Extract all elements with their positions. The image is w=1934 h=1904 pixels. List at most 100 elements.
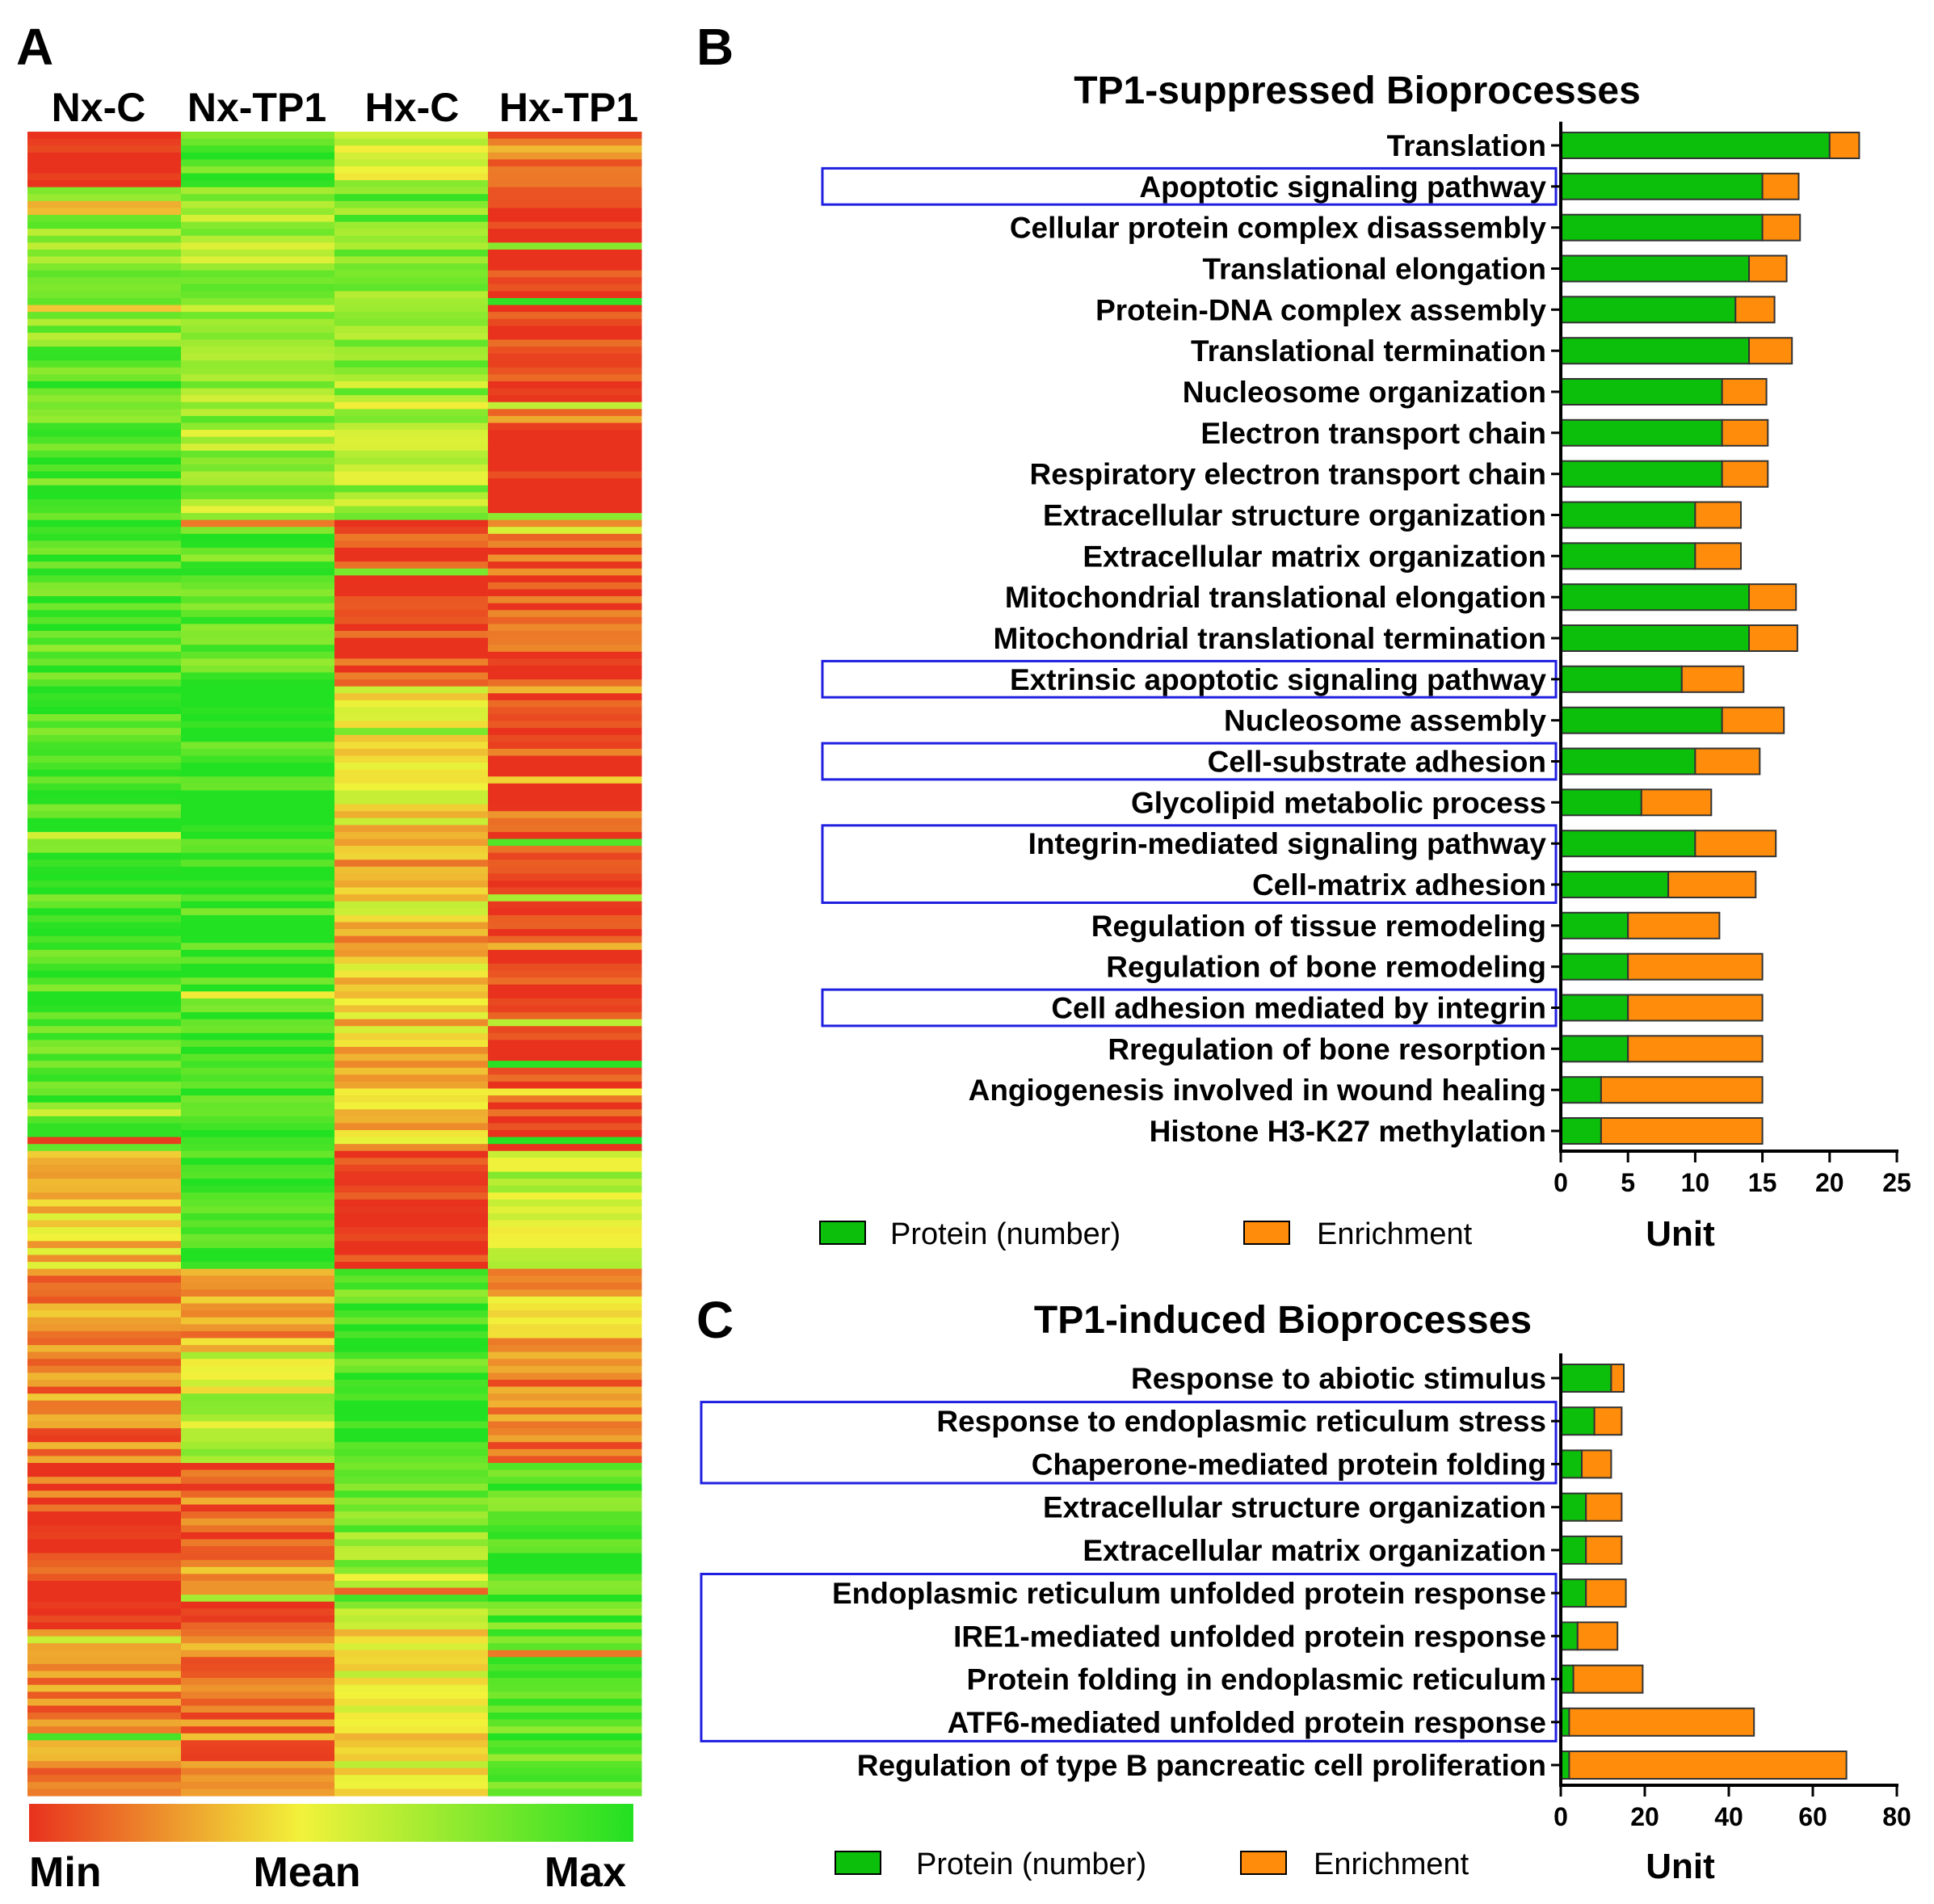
category-label: Regulation of tissue remodeling [1091, 910, 1546, 943]
heatmap-cell [27, 1393, 182, 1402]
heatmap-cell [488, 1553, 642, 1561]
heatmap-cell [334, 1150, 489, 1158]
heatmap-cell [181, 818, 335, 826]
heatmap-cell [27, 1435, 182, 1443]
heatmap-cell [334, 728, 489, 736]
heatmap-cell [181, 1297, 335, 1305]
bar-enrichment [1568, 1707, 1755, 1737]
heatmap-cell [181, 693, 335, 701]
heatmap-cell [181, 935, 335, 944]
heatmap-cell [181, 922, 335, 930]
heatmap-cell [488, 755, 642, 763]
heatmap-cell [27, 194, 182, 202]
heatmap-cell [334, 401, 489, 410]
heatmap-cell [181, 132, 335, 140]
heatmap-cell [334, 1483, 489, 1491]
heatmap-cell [181, 180, 335, 188]
heatmap-cell [488, 561, 642, 570]
heatmap-cell [27, 651, 182, 659]
heatmap-cell [27, 533, 182, 542]
heatmap-cell [181, 1726, 335, 1734]
heatmap-cell [181, 1171, 335, 1179]
heatmap-cell [334, 797, 489, 805]
heatmap-cell [27, 1622, 182, 1630]
heatmap-cell [334, 651, 489, 659]
bar-protein [1560, 1406, 1596, 1436]
heatmap-cell [488, 1754, 642, 1762]
heatmap-cell [181, 1657, 335, 1665]
heatmap-cell [181, 568, 335, 576]
panel-letter-c: C [696, 1291, 734, 1349]
heatmap-cell [334, 533, 489, 542]
category-label: Extracellular matrix organization [1083, 1534, 1546, 1567]
heatmap-cell [334, 1650, 489, 1658]
heatmap-cell [334, 686, 489, 694]
heatmap-cell [181, 901, 335, 909]
heatmap-cell [181, 1005, 335, 1013]
heatmap-cell [334, 977, 489, 986]
heatmap-cell [334, 1359, 489, 1367]
heatmap-cell [27, 1553, 182, 1561]
heatmap-cell [334, 145, 489, 153]
heatmap-cell [181, 1456, 335, 1464]
heatmap-cell [488, 1657, 642, 1665]
heatmap-cell [27, 935, 182, 944]
heatmap-cell [181, 1247, 335, 1256]
heatmap-cell [334, 1580, 489, 1589]
heatmap-cell [488, 1463, 642, 1471]
heatmap-cell [334, 624, 489, 632]
heatmap-cell [27, 1317, 182, 1325]
heatmap-cell [488, 436, 642, 444]
heatmap-cell [27, 700, 182, 708]
heatmap-cell [27, 1788, 182, 1797]
heatmap-cell [181, 152, 335, 160]
heatmap-cell [488, 1158, 642, 1166]
heatmap-cell [488, 589, 642, 597]
heatmap-cell [27, 506, 182, 514]
heatmap-cell [27, 187, 182, 195]
heatmap-cell [488, 1345, 642, 1353]
heatmap-cell [334, 1504, 489, 1512]
category-label: Glycolipid metabolic process [1131, 786, 1546, 819]
heatmap-cell [334, 887, 489, 895]
heatmap-cell [488, 1595, 642, 1603]
heatmap-cell [27, 166, 182, 174]
legend-swatch-enrichment [1240, 1851, 1287, 1875]
heatmap-cell [488, 180, 642, 188]
heatmap-cell [181, 686, 335, 694]
heatmap-cell [181, 575, 335, 583]
heatmap-cell [488, 347, 642, 355]
heatmap-cell [181, 430, 335, 438]
heatmap-cell [334, 1746, 489, 1755]
heatmap-cell [488, 506, 642, 514]
heatmap-cell [27, 1705, 182, 1713]
heatmap-cell [181, 672, 335, 680]
chart-induced: Response to abiotic stimulus Response to … [700, 1353, 1911, 1886]
heatmap-cell [27, 846, 182, 854]
heatmap-cell [488, 860, 642, 868]
heatmap-cell [27, 1539, 182, 1547]
heatmap-cell [334, 866, 489, 875]
chart-title-suppressed: TP1-suppressed Bioprocesses [1074, 69, 1641, 112]
heatmap-cell [488, 284, 642, 292]
heatmap-cell [488, 1123, 642, 1131]
heatmap-cell [181, 527, 335, 535]
heatmap-cell [334, 1268, 489, 1276]
heatmap-cell [181, 381, 335, 389]
category-label: Endoplasmic reticulum unfolded protein r… [832, 1577, 1546, 1610]
heatmap-cell [334, 1643, 489, 1651]
heatmap-cell [27, 998, 182, 1007]
heatmap-cell [334, 270, 489, 278]
heatmap-cell [488, 693, 642, 701]
heatmap-cell [488, 1705, 642, 1713]
heatmap-cell [334, 1144, 489, 1152]
heatmap-cell [181, 1671, 335, 1679]
heatmap-cell [181, 596, 335, 604]
heatmap-cell [488, 339, 642, 347]
heatmap-cell [488, 1359, 642, 1367]
heatmap-cell [334, 305, 489, 313]
heatmap-cell [488, 443, 642, 452]
heatmap-cell [27, 1372, 182, 1381]
heatmap-column-label: Hx-C [365, 85, 460, 130]
heatmap-cell [27, 1359, 182, 1367]
